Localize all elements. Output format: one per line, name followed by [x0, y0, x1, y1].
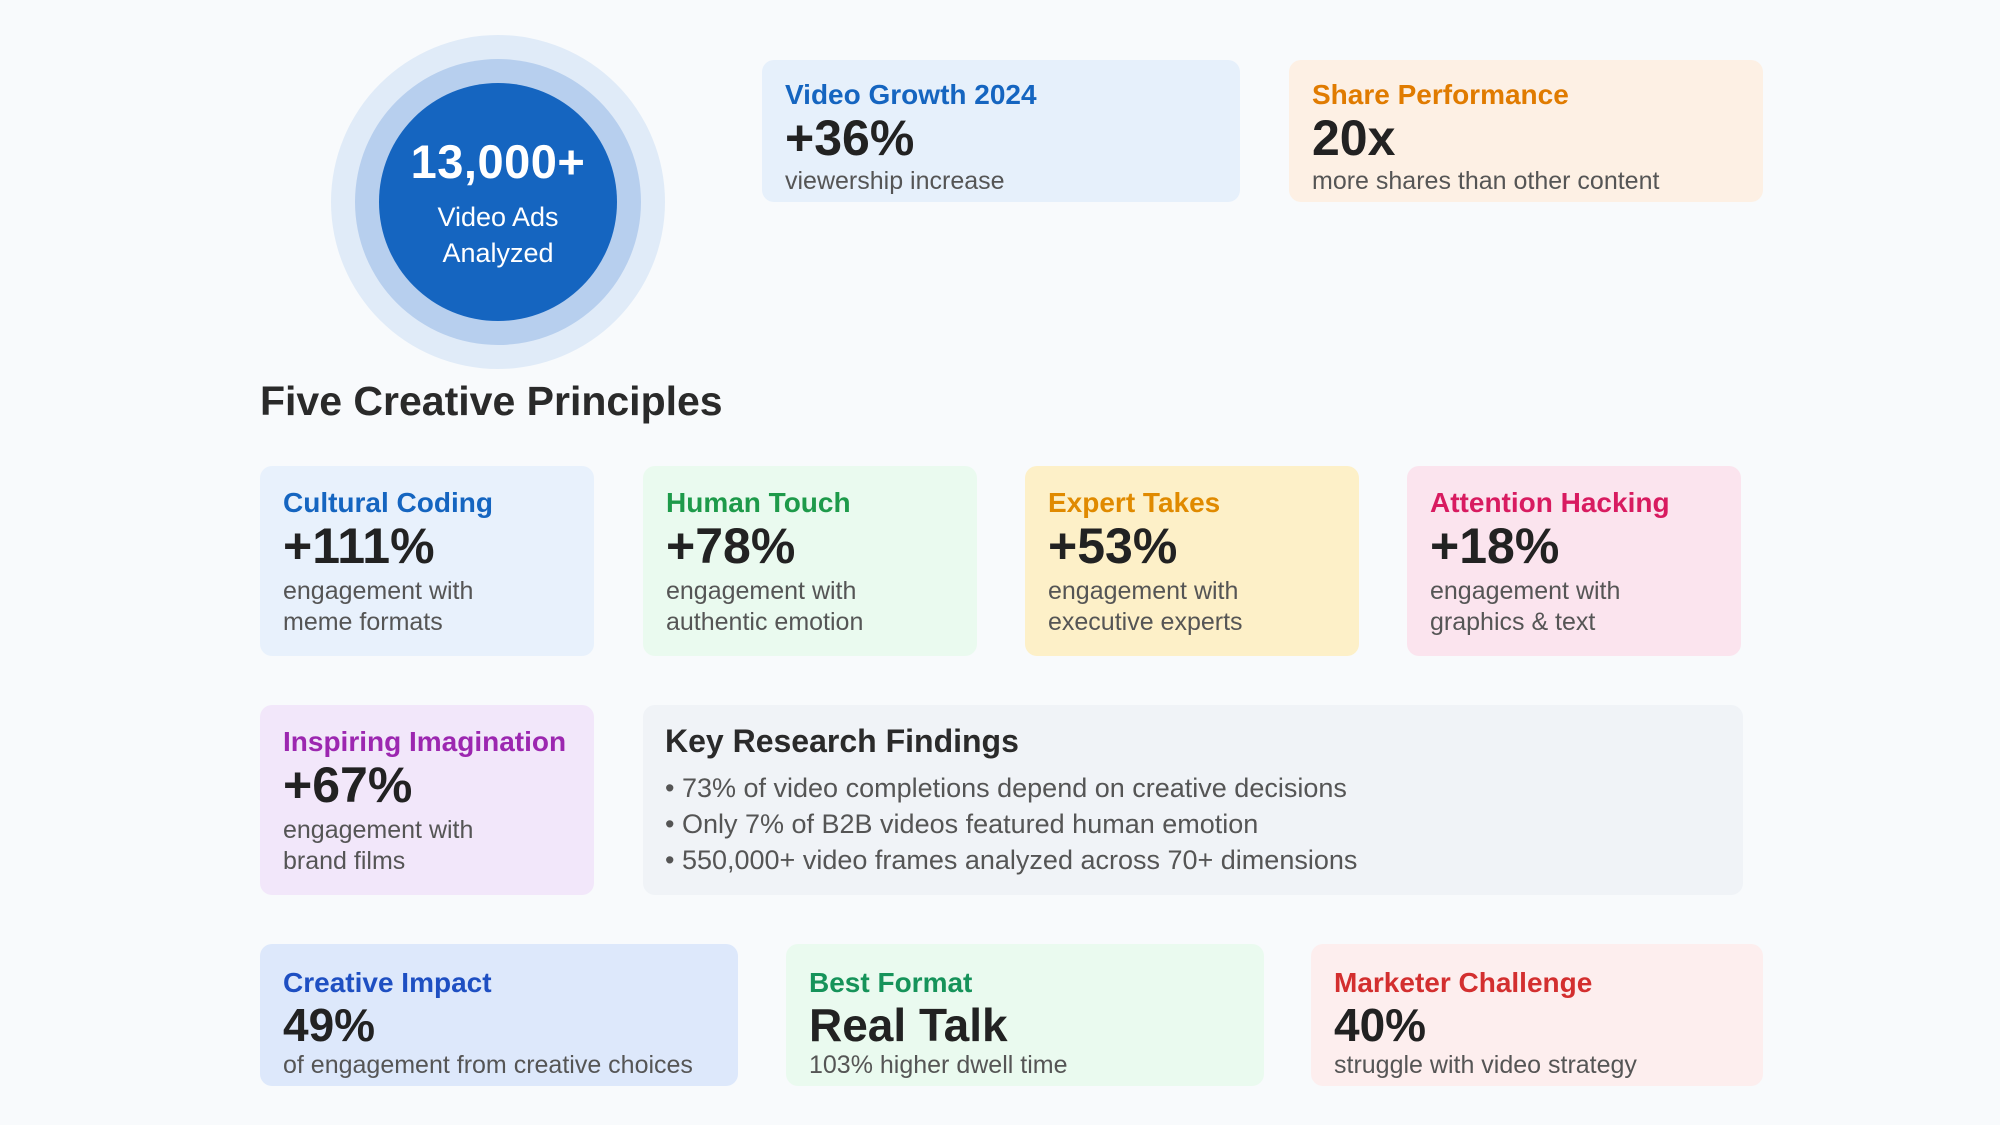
card-desc: viewership increase — [785, 167, 1005, 195]
hero-ring: 13,000+ Video Ads Analyzed — [355, 59, 641, 345]
card-desc: 103% higher dwell time — [809, 1051, 1068, 1079]
card-value: Real Talk — [809, 999, 1008, 1051]
card-title: Creative Impact — [283, 967, 492, 998]
card-desc: engagement with executive experts — [1048, 576, 1337, 638]
principle-card-cultural-coding: Cultural Coding +111% engagement with me… — [260, 466, 594, 656]
desc-line: engagement with — [1048, 577, 1239, 605]
finding-item: • Only 7% of B2B videos featured human e… — [665, 809, 1259, 839]
finding-item: • 73% of video completions depend on cre… — [665, 773, 1347, 803]
desc-line: engagement with — [1430, 577, 1621, 605]
card-value: 40% — [1334, 999, 1427, 1051]
card-value: +67% — [283, 757, 413, 813]
card-desc: struggle with video strategy — [1334, 1051, 1637, 1079]
card-value: +36% — [785, 110, 915, 166]
card-title: Expert Takes — [1048, 487, 1221, 518]
card-value: +111% — [283, 518, 435, 574]
principle-card-expert-takes: Expert Takes +53% engagement with execut… — [1025, 466, 1359, 656]
card-title: Cultural Coding — [283, 487, 493, 518]
card-title: Video Growth 2024 — [785, 79, 1037, 110]
findings-title: Key Research Findings — [665, 723, 1019, 759]
principle-card-human-touch: Human Touch +78% engagement with authent… — [643, 466, 977, 656]
card-title: Human Touch — [666, 487, 851, 518]
card-value: 20x — [1312, 110, 1396, 166]
hero-core: 13,000+ Video Ads Analyzed — [379, 83, 617, 321]
hero-value: 13,000+ — [410, 134, 586, 188]
hero-circle: 13,000+ Video Ads Analyzed — [331, 35, 665, 369]
desc-line: graphics & text — [1430, 608, 1596, 636]
card-value: 49% — [283, 999, 376, 1051]
finding-item: • 550,000+ video frames analyzed across … — [665, 845, 1358, 875]
card-title: Attention Hacking — [1430, 487, 1670, 518]
principle-card-attention-hacking: Attention Hacking +18% engagement with g… — [1407, 466, 1741, 656]
desc-line: meme formats — [283, 608, 443, 636]
card-value: +53% — [1048, 518, 1178, 574]
creative-impact-card: Creative Impact 49% of engagement from c… — [260, 944, 738, 1086]
card-value: +18% — [1430, 518, 1560, 574]
section-title: Five Creative Principles — [260, 378, 723, 424]
desc-line: engagement with — [666, 577, 857, 605]
desc-line: brand films — [283, 847, 406, 875]
desc-line: engagement with — [283, 577, 474, 605]
hero-label: Video Ads Analyzed — [437, 201, 559, 268]
card-desc: engagement with authentic emotion — [666, 576, 955, 638]
card-desc: more shares than other content — [1312, 167, 1660, 195]
desc-line: executive experts — [1048, 608, 1243, 636]
principle-card-inspiring-imagination: Inspiring Imagination +67% engagement wi… — [260, 705, 594, 895]
card-title: Best Format — [809, 967, 973, 998]
video-growth-card: Video Growth 2024 +36% viewership increa… — [762, 60, 1240, 202]
desc-line: engagement with — [283, 816, 474, 844]
card-title: Marketer Challenge — [1334, 967, 1593, 998]
card-desc: engagement with meme formats — [283, 576, 572, 638]
card-title: Inspiring Imagination — [283, 726, 567, 757]
card-desc: engagement with graphics & text — [1430, 576, 1719, 638]
best-format-card: Best Format Real Talk 103% higher dwell … — [786, 944, 1264, 1086]
card-value: +78% — [666, 518, 796, 574]
marketer-challenge-card: Marketer Challenge 40% struggle with vid… — [1311, 944, 1763, 1086]
desc-line: authentic emotion — [666, 608, 864, 636]
share-performance-card: Share Performance 20x more shares than o… — [1289, 60, 1763, 202]
card-desc: engagement with brand films — [283, 815, 572, 877]
key-findings-panel: Key Research Findings • 73% of video com… — [643, 705, 1743, 895]
card-desc: of engagement from creative choices — [283, 1051, 693, 1079]
card-title: Share Performance — [1312, 79, 1569, 110]
